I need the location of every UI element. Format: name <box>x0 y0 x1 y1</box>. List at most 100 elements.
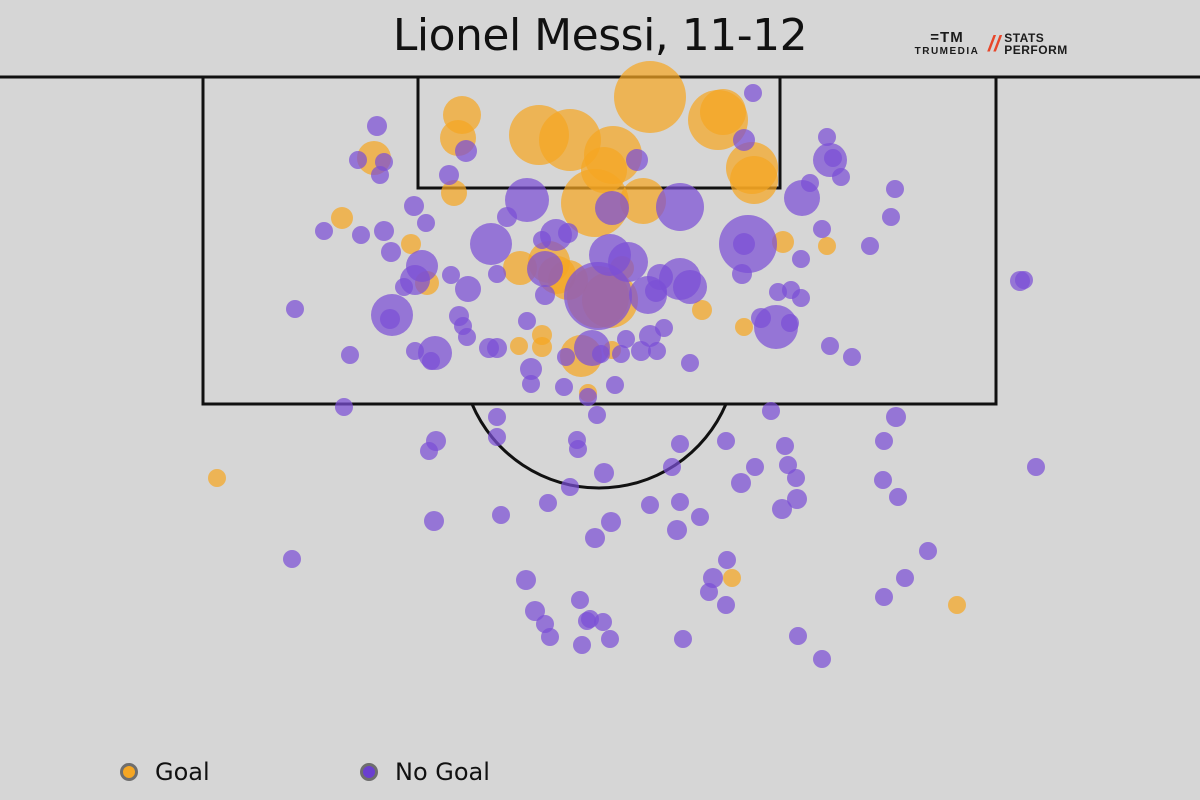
goal-shot-22 <box>331 207 353 229</box>
no-goal-shot-13 <box>832 168 850 186</box>
no-goal-shot-34 <box>533 231 551 249</box>
no-goal-shot-110 <box>787 489 807 509</box>
no-goal-shot-22 <box>497 207 517 227</box>
no-goal-shot-2 <box>733 129 755 151</box>
no-goal-shot-117 <box>561 478 579 496</box>
no-goal-shot-8 <box>439 165 459 185</box>
no-goal-shot-94 <box>488 408 506 426</box>
no-goal-shot-87 <box>606 376 624 394</box>
no-goal-shot-65 <box>458 328 476 346</box>
no-goal-shot-73 <box>522 375 540 393</box>
no-goal-shot-31 <box>470 223 512 265</box>
shots-layer <box>208 61 1045 668</box>
goal-shot-31 <box>692 300 712 320</box>
trumedia-logo-mark: =TM <box>930 29 964 46</box>
goal-shot-23 <box>441 180 467 206</box>
no-goal-shot-69 <box>422 352 440 370</box>
no-goal-shot-18 <box>861 237 879 255</box>
legend-no-goal-label: No Goal <box>395 758 490 786</box>
no-goal-shot-105 <box>776 437 794 455</box>
goal-shot-37 <box>723 569 741 587</box>
no-goal-shot-131 <box>700 583 718 601</box>
no-goal-shot-52 <box>535 285 555 305</box>
no-goal-shot-107 <box>746 458 764 476</box>
no-goal-shot-84 <box>681 354 699 372</box>
no-goal-shot-132 <box>896 569 914 587</box>
no-goal-shot-90 <box>341 346 359 364</box>
no-goal-shot-99 <box>569 440 587 458</box>
no-goal-shot-3 <box>455 140 477 162</box>
no-goal-shot-21 <box>505 178 549 222</box>
no-goal-shot-78 <box>612 345 630 363</box>
no-goal-shot-113 <box>889 488 907 506</box>
no-goal-shot-75 <box>557 348 575 366</box>
no-goal-shot-72 <box>520 358 542 380</box>
no-goal-shot-1 <box>744 84 762 102</box>
no-goal-shot-146 <box>789 627 807 645</box>
no-goal-shot-115 <box>663 458 681 476</box>
no-goal-shot-88 <box>579 388 597 406</box>
no-goal-shot-122 <box>667 520 687 540</box>
no-goal-shot-101 <box>717 432 735 450</box>
no-goal-shot-128 <box>919 542 937 560</box>
goal-shot-28 <box>510 337 528 355</box>
no-goal-shot-118 <box>539 494 557 512</box>
no-goal-shot-12 <box>824 149 842 167</box>
no-goal-shot-130 <box>703 568 723 588</box>
no-goal-shot-134 <box>717 596 735 614</box>
no-goal-shot-102 <box>762 402 780 420</box>
no-goal-shot-133 <box>875 588 893 606</box>
no-goal-shot-100 <box>671 435 689 453</box>
no-goal-shot-53 <box>564 262 632 330</box>
legend-goal: Goal <box>120 758 210 786</box>
no-goal-shot-116 <box>594 463 614 483</box>
no-goal-shot-82 <box>655 319 673 337</box>
goal-shot-32 <box>735 318 753 336</box>
no-goal-shot-129 <box>718 551 736 569</box>
no-goal-shot-42 <box>629 276 667 314</box>
no-goal-shot-114 <box>1027 458 1045 476</box>
no-goal-shot-106 <box>779 456 797 474</box>
no-goal-shot-124 <box>585 528 605 548</box>
no-goal-shot-29 <box>374 221 394 241</box>
no-goal-shot-112 <box>874 471 892 489</box>
no-goal-shot-5 <box>349 151 367 169</box>
no-goal-shot-104 <box>875 432 893 450</box>
no-goal-shot-74 <box>555 378 573 396</box>
goal-shot-38 <box>948 596 966 614</box>
no-goal-shot-17 <box>882 208 900 226</box>
no-goal-shot-27 <box>315 222 333 240</box>
no-goal-shot-20 <box>792 250 810 268</box>
goal-shot-7 <box>700 89 746 135</box>
no-goal-shot-121 <box>691 508 709 526</box>
no-goal-shot-123 <box>601 512 621 532</box>
no-goal-shot-136 <box>571 591 589 609</box>
no-goal-shot-93 <box>335 398 353 416</box>
no-goal-shot-24 <box>595 191 629 225</box>
no-goal-shot-19 <box>813 220 831 238</box>
no-goal-shot-85 <box>821 337 839 355</box>
chart-title: Lionel Messi, 11-12 <box>392 10 808 61</box>
legend-no-goal: No Goal <box>360 758 490 786</box>
no-goal-shot-77 <box>592 345 610 363</box>
goal-shot-34 <box>818 237 836 255</box>
stats-perform-slash-icon: // <box>988 31 1001 56</box>
no-goal-shot-141 <box>581 610 599 628</box>
no-goal-shot-135 <box>516 570 536 590</box>
no-goal-shot-111 <box>772 499 792 519</box>
goal-shot-15 <box>503 251 537 285</box>
no-goal-shot-23 <box>656 183 704 231</box>
no-goal-shot-40 <box>673 270 707 304</box>
no-goal-shot-144 <box>573 636 591 654</box>
no-goal-shot-58 <box>781 314 799 332</box>
goal-shot-24 <box>401 234 421 254</box>
no-goal-shot-143 <box>601 630 619 648</box>
legend-goal-swatch <box>120 763 138 781</box>
no-goal-shot-59 <box>751 308 771 328</box>
goal-shot-36 <box>208 469 226 487</box>
trumedia-logo-text: TRUMEDIA <box>914 46 980 57</box>
no-goal-shot-44 <box>719 215 777 273</box>
goal-shot-33 <box>772 231 794 253</box>
no-goal-shot-35 <box>527 251 563 287</box>
